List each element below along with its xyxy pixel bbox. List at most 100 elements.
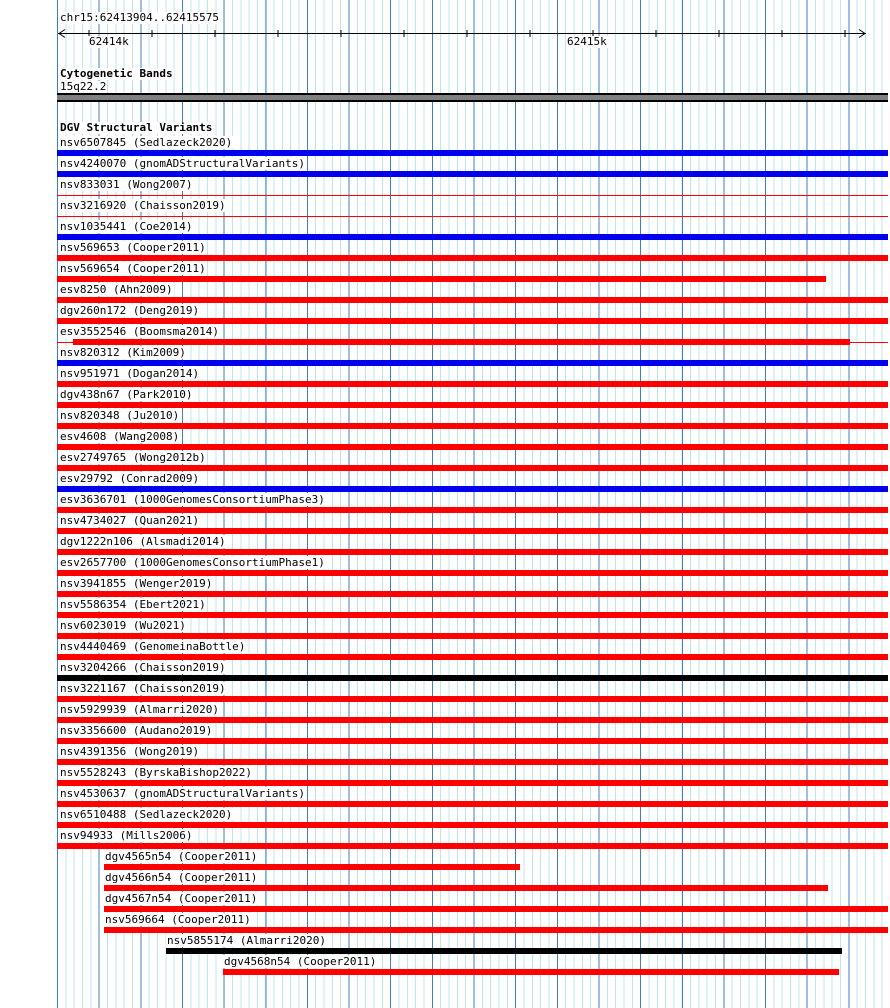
- variant-track-label[interactable]: nsv4530637 (gnomADStructuralVariants): [59, 787, 307, 800]
- variant-bar[interactable]: [57, 276, 826, 282]
- variant-track-label[interactable]: dgv4566n54 (Cooper2011): [104, 871, 259, 884]
- variant-track: nsv820312 (Kim2009): [0, 346, 890, 367]
- variant-track: nsv6507845 (Sedlazeck2020): [0, 136, 890, 157]
- coordinate-range-label: chr15:62413904..62415575: [59, 11, 220, 24]
- variant-track-label[interactable]: dgv260n172 (Deng2019): [59, 304, 201, 317]
- variant-bar[interactable]: [57, 570, 888, 576]
- variant-bar[interactable]: [57, 465, 888, 471]
- genome-ruler[interactable]: [58, 29, 866, 38]
- variant-track-label[interactable]: esv8250 (Ahn2009): [59, 283, 174, 296]
- variant-bar[interactable]: [104, 906, 888, 912]
- variant-bar[interactable]: [104, 885, 828, 891]
- variant-bar[interactable]: [57, 216, 888, 217]
- variant-bar[interactable]: [57, 633, 888, 639]
- variant-track: nsv569654 (Cooper2011): [0, 262, 890, 283]
- variant-bar[interactable]: [57, 780, 888, 786]
- variant-track-label[interactable]: dgv438n67 (Park2010): [59, 388, 194, 401]
- variant-track-label[interactable]: nsv3941855 (Wenger2019): [59, 577, 214, 590]
- variant-bar[interactable]: [57, 675, 888, 681]
- variant-track-label[interactable]: esv3552546 (Boomsma2014): [59, 325, 220, 338]
- variant-track-label[interactable]: esv29792 (Conrad2009): [59, 472, 201, 485]
- ruler-tick-labels: 62414k 62415k: [57, 36, 890, 50]
- variant-bar[interactable]: [104, 864, 520, 870]
- variant-track-label[interactable]: nsv833031 (Wong2007): [59, 178, 194, 191]
- variant-bar[interactable]: [57, 738, 888, 744]
- variant-track: nsv951971 (Dogan2014): [0, 367, 890, 388]
- variant-bar[interactable]: [57, 195, 888, 196]
- variant-track-label[interactable]: nsv6023019 (Wu2021): [59, 619, 187, 632]
- variant-track-label[interactable]: nsv3216920 (Chaisson2019): [59, 199, 227, 212]
- variant-track-label[interactable]: nsv820348 (Ju2010): [59, 409, 181, 422]
- variant-track: nsv4391356 (Wong2019): [0, 745, 890, 766]
- variant-track-label[interactable]: esv2749765 (Wong2012b): [59, 451, 207, 464]
- variant-bar[interactable]: [57, 591, 888, 597]
- variant-bar[interactable]: [57, 297, 888, 303]
- variant-track-label[interactable]: nsv569664 (Cooper2011): [104, 913, 252, 926]
- variant-track-label[interactable]: esv3636701 (1000GenomesConsortiumPhase3): [59, 493, 326, 506]
- variant-bar[interactable]: [57, 318, 888, 324]
- dgv-structural-variants-title: DGV Structural Variants: [59, 121, 214, 134]
- variant-track-label[interactable]: nsv5586354 (Ebert2021): [59, 598, 207, 611]
- variant-bar[interactable]: [104, 927, 888, 933]
- variant-bar[interactable]: [57, 486, 888, 492]
- variant-bar[interactable]: [57, 444, 888, 450]
- variant-track-label[interactable]: nsv4391356 (Wong2019): [59, 745, 201, 758]
- variant-track: esv29792 (Conrad2009): [0, 472, 890, 493]
- variant-bar[interactable]: [57, 234, 888, 240]
- variant-bar[interactable]: [57, 507, 888, 513]
- variant-bar[interactable]: [57, 171, 888, 177]
- variant-track-label[interactable]: esv2657700 (1000GenomesConsortiumPhase1): [59, 556, 326, 569]
- variant-track-label[interactable]: nsv4440469 (GenomeinaBottle): [59, 640, 247, 653]
- variant-bar[interactable]: [57, 843, 888, 849]
- variant-track: esv3552546 (Boomsma2014): [0, 325, 890, 346]
- variant-track-label[interactable]: nsv5929939 (Almarri2020): [59, 703, 220, 716]
- variant-track-label[interactable]: nsv5855174 (Almarri2020): [166, 934, 327, 947]
- variant-bar[interactable]: [57, 612, 888, 618]
- variant-bar[interactable]: [223, 969, 839, 975]
- variant-track: dgv4567n54 (Cooper2011): [0, 892, 890, 913]
- variant-track-label[interactable]: nsv569654 (Cooper2011): [59, 262, 207, 275]
- variant-track-label[interactable]: nsv569653 (Cooper2011): [59, 241, 207, 254]
- variant-track-label[interactable]: nsv1035441 (Coe2014): [59, 220, 194, 233]
- variant-bar[interactable]: [57, 255, 888, 261]
- variant-track-label[interactable]: nsv5528243 (ByrskaBishop2022): [59, 766, 254, 779]
- variant-track-label[interactable]: nsv3356600 (Audano2019): [59, 724, 214, 737]
- variant-track: nsv4530637 (gnomADStructuralVariants): [0, 787, 890, 808]
- variant-bar[interactable]: [57, 696, 888, 702]
- variant-bar[interactable]: [57, 717, 888, 723]
- variant-track-label[interactable]: nsv6507845 (Sedlazeck2020): [59, 136, 234, 149]
- variant-bar[interactable]: [57, 549, 888, 555]
- variant-bar[interactable]: [57, 150, 888, 156]
- variant-track: dgv4565n54 (Cooper2011): [0, 850, 890, 871]
- variant-bar[interactable]: [57, 381, 888, 387]
- variant-track: nsv569653 (Cooper2011): [0, 241, 890, 262]
- variant-bar[interactable]: [57, 822, 888, 828]
- cytogenetic-band-bar[interactable]: [57, 93, 888, 102]
- variant-bar[interactable]: [57, 654, 888, 660]
- variant-track-label[interactable]: nsv4240070 (gnomADStructuralVariants): [59, 157, 307, 170]
- variant-track-label[interactable]: nsv3204266 (Chaisson2019): [59, 661, 227, 674]
- variant-track-label[interactable]: dgv4567n54 (Cooper2011): [104, 892, 259, 905]
- variant-track-label[interactable]: nsv951971 (Dogan2014): [59, 367, 201, 380]
- variant-track-label[interactable]: nsv3221167 (Chaisson2019): [59, 682, 227, 695]
- variant-bar[interactable]: [166, 948, 842, 954]
- variant-track-label[interactable]: nsv4734027 (Quan2021): [59, 514, 201, 527]
- variant-bar[interactable]: [57, 528, 888, 534]
- variant-track-label[interactable]: nsv6510488 (Sedlazeck2020): [59, 808, 234, 821]
- variant-track: dgv4566n54 (Cooper2011): [0, 871, 890, 892]
- variant-bar[interactable]: [57, 360, 888, 366]
- variant-bar[interactable]: [57, 423, 888, 429]
- variant-track-label[interactable]: dgv4565n54 (Cooper2011): [104, 850, 259, 863]
- variant-bar[interactable]: [57, 801, 888, 807]
- variant-bar[interactable]: [57, 402, 888, 408]
- variant-track: nsv4240070 (gnomADStructuralVariants): [0, 157, 890, 178]
- variant-track-label[interactable]: esv4608 (Wang2008): [59, 430, 181, 443]
- variant-track-label[interactable]: nsv94933 (Mills2006): [59, 829, 194, 842]
- variant-track: nsv5528243 (ByrskaBishop2022): [0, 766, 890, 787]
- variant-track: nsv3204266 (Chaisson2019): [0, 661, 890, 682]
- variant-track-label[interactable]: dgv1222n106 (Alsmadi2014): [59, 535, 227, 548]
- variant-track-label[interactable]: nsv820312 (Kim2009): [59, 346, 187, 359]
- variant-track-label[interactable]: dgv4568n54 (Cooper2011): [223, 955, 378, 968]
- variant-bar[interactable]: [73, 339, 850, 345]
- variant-bar[interactable]: [57, 759, 888, 765]
